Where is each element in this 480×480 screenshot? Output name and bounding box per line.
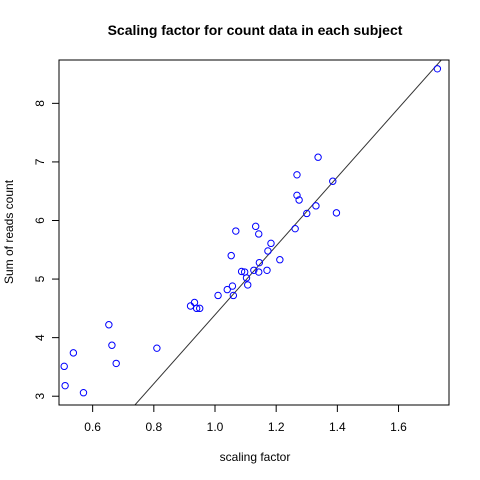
data-point [250, 266, 258, 274]
fit-line [134, 60, 442, 405]
data-point [251, 222, 260, 231]
data-point [229, 291, 238, 300]
y-tick-label: 5 [33, 275, 47, 282]
data-point [329, 177, 337, 185]
x-tick-label: 1.6 [390, 420, 407, 434]
data-point [153, 344, 161, 352]
chart-title: Scaling factor for count data in each su… [108, 22, 403, 38]
data-point [79, 388, 88, 397]
data-point [196, 304, 204, 313]
data-point [232, 227, 240, 235]
x-axis: 0.6 0.8 1.0 1.2 1.4 1.6 [84, 405, 407, 434]
y-tick-label: 3 [33, 393, 47, 400]
data-point [267, 239, 275, 248]
y-axis: 3 4 5 6 7 8 [33, 100, 59, 400]
data-point [255, 268, 263, 276]
x-tick-label: 1.0 [207, 420, 224, 434]
x-tick-label: 0.8 [145, 420, 162, 434]
y-tick-label: 4 [33, 334, 47, 341]
data-point [112, 359, 120, 368]
data-point [223, 285, 231, 294]
y-tick-label: 6 [33, 217, 47, 224]
data-point [244, 281, 252, 289]
data-point [303, 209, 311, 218]
data-point [242, 274, 251, 282]
plot-frame [58, 59, 450, 406]
data-point [192, 304, 201, 313]
data-point [295, 196, 303, 204]
data-point [69, 349, 78, 357]
data-point [332, 209, 341, 217]
data-point [186, 302, 195, 310]
y-tick-label: 7 [33, 158, 47, 165]
x-axis-label: scaling factor [220, 450, 291, 464]
data-point [214, 291, 222, 300]
data-point [314, 153, 322, 161]
data-point [312, 202, 320, 210]
data-point [264, 247, 272, 255]
data-point [291, 224, 299, 233]
data-point [433, 65, 442, 73]
data-point [105, 321, 113, 329]
data-point [227, 251, 235, 260]
x-tick-label: 0.6 [84, 420, 101, 434]
y-axis-label: Sum of reads count [2, 179, 16, 284]
y-tick-label: 8 [33, 100, 47, 107]
data-point [255, 258, 264, 267]
data-point [293, 191, 301, 200]
data-point [293, 171, 301, 179]
data-point [60, 362, 68, 371]
data-point [108, 341, 116, 349]
data-point [228, 282, 237, 290]
x-tick-label: 1.4 [329, 420, 346, 434]
x-tick-label: 1.2 [268, 420, 285, 434]
data-point [263, 266, 271, 274]
data-point [237, 267, 246, 276]
data-point [61, 381, 69, 390]
data-point [255, 230, 263, 238]
data-point [276, 256, 284, 264]
